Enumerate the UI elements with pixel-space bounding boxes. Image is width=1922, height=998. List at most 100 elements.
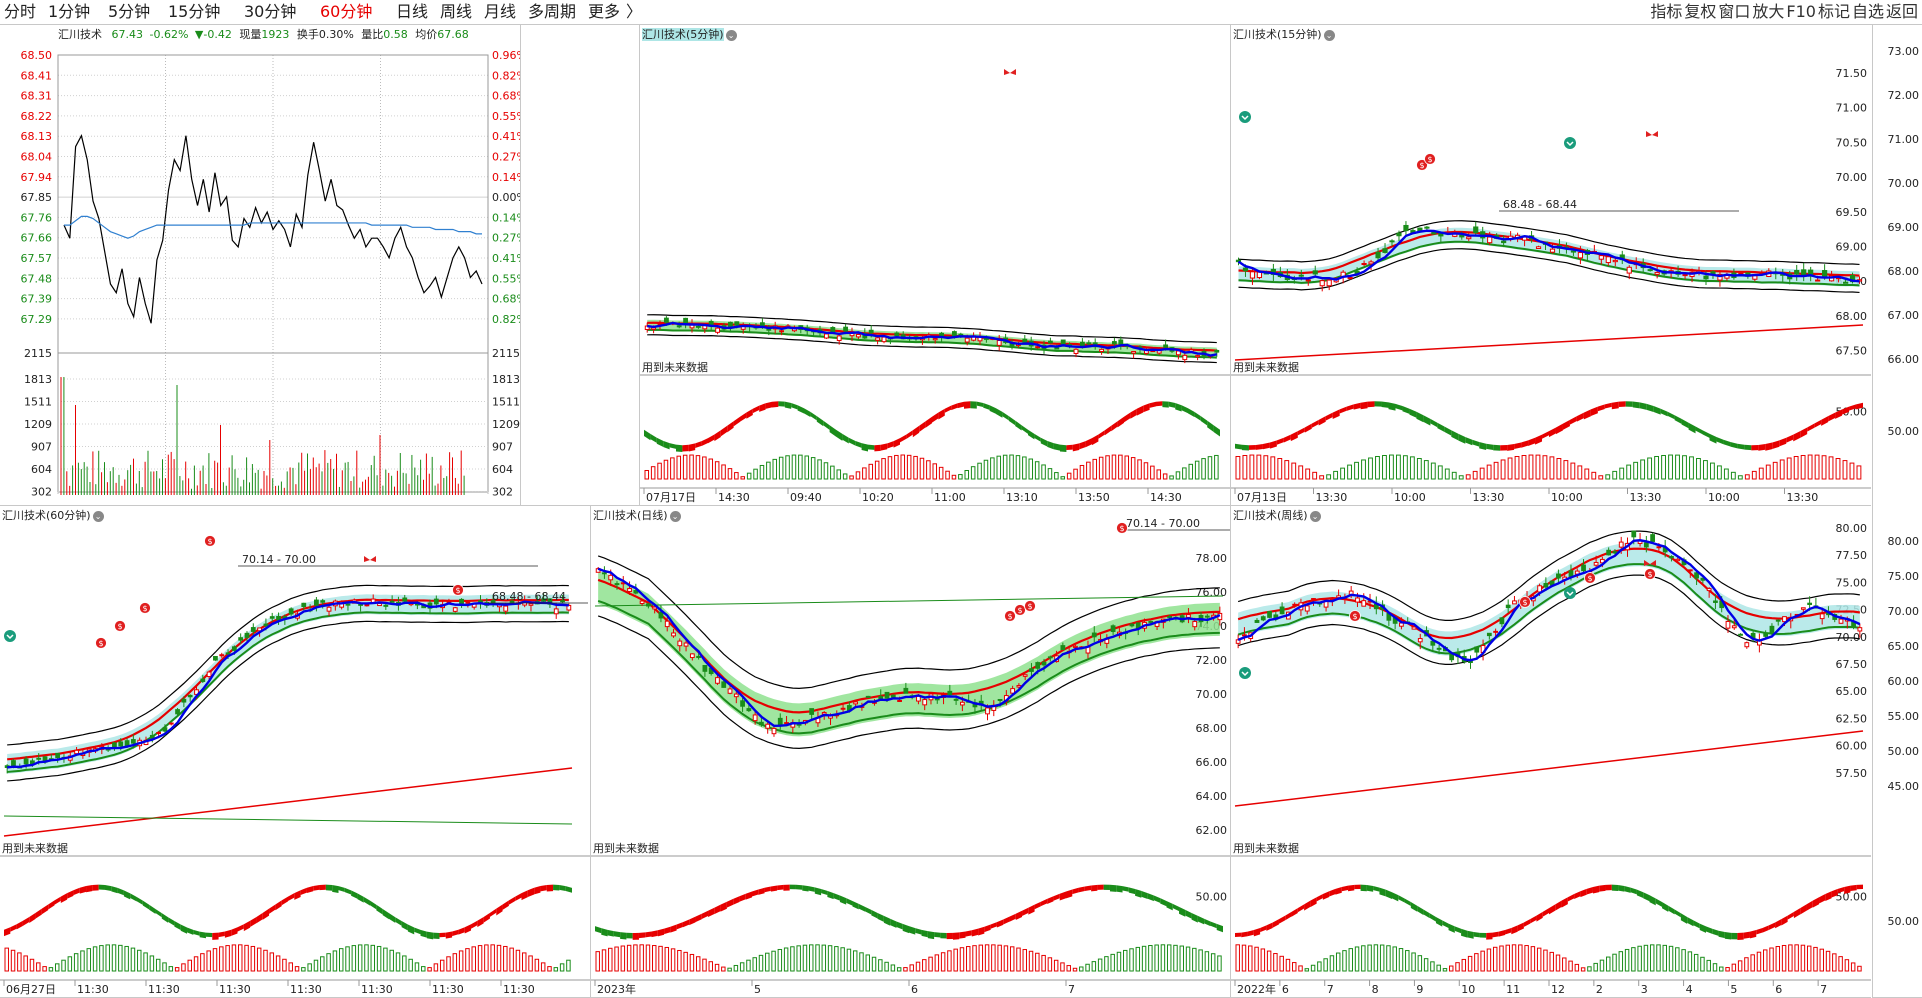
macd-wave-segment bbox=[1514, 442, 1522, 449]
toolbar-action-4[interactable]: F10 bbox=[1786, 2, 1816, 21]
period-tab-0[interactable]: 分时 bbox=[4, 2, 37, 21]
candle-body bbox=[689, 653, 695, 659]
toolbar-action-5[interactable]: 标记 bbox=[1817, 2, 1850, 21]
period-tab-6[interactable]: 日线 bbox=[396, 2, 429, 21]
macd-wave-segment bbox=[1574, 891, 1581, 900]
period-tab-8[interactable]: 月线 bbox=[484, 2, 517, 21]
intraday-panel[interactable]: 汇川技术 67.43 -0.62% ▼-0.42 现量1923 换手0.30% … bbox=[0, 25, 521, 506]
period-tab-4[interactable]: 30分钟 bbox=[244, 2, 297, 21]
macd-histogram-bar bbox=[1185, 946, 1191, 972]
macd-wave-segment bbox=[657, 928, 665, 937]
candle-body bbox=[759, 322, 765, 327]
candle-body bbox=[1267, 611, 1272, 618]
svg-text:$: $ bbox=[207, 537, 212, 546]
chart-5min[interactable]: 汇川技术(5分钟)⌄$$$$用到未来数据07月17日14:3009:4010:2… bbox=[640, 25, 1231, 506]
macd-histogram-bar bbox=[174, 967, 180, 972]
price-tick-label: 72.00 bbox=[1196, 654, 1228, 667]
chart-15min[interactable]: 汇川技术(15分钟) ⌄ 71.50 71.00 70.50 70.00 69.50 69.0… bbox=[1231, 25, 1871, 506]
toolbar-action-0[interactable]: 指标 bbox=[1650, 2, 1683, 21]
x-tick-label: 11:00 bbox=[934, 491, 966, 504]
toolbar-action-2[interactable]: 窗口 bbox=[1718, 2, 1751, 21]
macd-wave-segment bbox=[1241, 931, 1248, 938]
macd-histogram-bar bbox=[1542, 455, 1548, 480]
macd-wave-segment bbox=[1066, 889, 1073, 899]
panel-settings-icon[interactable]: ⌄ bbox=[92, 510, 104, 522]
macd-wave-segment bbox=[1028, 429, 1035, 440]
ma-blue-line bbox=[647, 321, 1218, 357]
period-tab-2[interactable]: 5分钟 bbox=[108, 2, 151, 21]
candlestick-chart[interactable]: 71.5071.0070.5070.0069.5069.0068.5068.00… bbox=[1231, 25, 1871, 505]
macd-histogram-bar bbox=[1794, 944, 1799, 972]
macd-histogram-bar bbox=[1536, 947, 1542, 972]
percent-tick-label: 0.41% bbox=[492, 130, 520, 143]
macd-wave-segment bbox=[1807, 423, 1815, 432]
macd-histogram-bar bbox=[1449, 965, 1454, 972]
panel-settings-icon[interactable]: ⌄ bbox=[725, 29, 737, 41]
chart-60min[interactable]: 汇川技术(60分钟) ⌄ 70.14 - 70.00 68.48 - 68.44 $ $ $… bbox=[0, 506, 591, 998]
panel-title[interactable]: 汇川技术(日线) ⌄ bbox=[593, 507, 681, 523]
macd-histogram-bar bbox=[515, 949, 521, 972]
macd-histogram-bar bbox=[414, 962, 420, 972]
macd-histogram-bar bbox=[1248, 945, 1253, 972]
toolbar-action-1[interactable]: 复权 bbox=[1684, 2, 1717, 21]
macd-histogram-bar bbox=[970, 466, 976, 480]
candlestick-chart[interactable]: 78.0076.0074.0072.0070.0068.0066.0064.00… bbox=[591, 506, 1230, 997]
more-chevron-icon[interactable]: 〉 bbox=[626, 2, 643, 21]
candle-body bbox=[1118, 339, 1124, 345]
intraday-chart[interactable]: 68.50 0.96% 68.41 0.82% 68.31 0.68% 68.22 0.55%… bbox=[0, 25, 521, 505]
panel-settings-icon[interactable]: ⌄ bbox=[1309, 510, 1321, 522]
toolbar-action-6[interactable]: 自选 bbox=[1851, 2, 1884, 21]
period-tab-9[interactable]: 多周期 bbox=[528, 2, 577, 21]
candle-body bbox=[1643, 542, 1649, 548]
period-tab-10[interactable]: 更多 bbox=[588, 2, 621, 21]
buy-signal-icon: $ bbox=[1014, 604, 1026, 616]
panel-title[interactable]: 汇川技术(5分钟) ⌄ bbox=[642, 26, 737, 42]
macd-wave-segment bbox=[1507, 444, 1515, 451]
macd-histogram-bar bbox=[1009, 454, 1014, 480]
macd-histogram-bar bbox=[4, 947, 9, 972]
panel-title[interactable]: 汇川技术(15分钟) ⌄ bbox=[1233, 26, 1335, 42]
candle-body bbox=[1182, 354, 1188, 361]
toolbar-action-7[interactable]: 返回 bbox=[1885, 2, 1918, 21]
macd-histogram-bar bbox=[1806, 945, 1812, 972]
macd-histogram-bar bbox=[1173, 944, 1178, 972]
macd-wave-segment bbox=[1632, 401, 1640, 409]
macd-histogram-bar bbox=[1028, 458, 1034, 480]
macd-wave-segment bbox=[906, 430, 913, 439]
macd-wave-segment bbox=[1850, 884, 1857, 892]
macd-wave-segment bbox=[1743, 931, 1750, 939]
macd-histogram-bar bbox=[206, 950, 211, 972]
macd-wave-segment bbox=[1781, 915, 1788, 926]
candlestick-chart[interactable]: 70.14 - 70.00 68.48 - 68.44 $ $ $ $ $ 用到未来数据 06月… bbox=[0, 506, 590, 997]
candle-body bbox=[997, 698, 1003, 701]
macd-wave-segment bbox=[695, 913, 702, 923]
panel-title[interactable]: 汇川技术(周线) ⌄ bbox=[1233, 507, 1321, 523]
panel-settings-icon[interactable]: ⌄ bbox=[1323, 29, 1335, 41]
chart-weekly[interactable]: 汇川技术(周线)⌄80.0077.5075.0072.5070.0067.506… bbox=[1231, 506, 1871, 998]
candle-body bbox=[1073, 645, 1078, 648]
macd-wave-segment bbox=[714, 430, 721, 442]
macd-wave-segment bbox=[644, 429, 651, 441]
panel-title[interactable]: 汇川技术(60分钟) ⌄ bbox=[2, 507, 104, 523]
macd-histogram-bar bbox=[1682, 455, 1687, 480]
macd-wave-segment bbox=[1128, 887, 1136, 895]
range-label: 68.48 - 68.44 bbox=[492, 590, 566, 603]
toolbar-action-3[interactable]: 放大 bbox=[1752, 2, 1785, 21]
macd-histogram-bar bbox=[1423, 460, 1429, 480]
macd-wave-segment bbox=[1693, 920, 1700, 929]
period-tab-3[interactable]: 15分钟 bbox=[168, 2, 221, 21]
macd-wave-segment bbox=[789, 884, 796, 890]
period-tab-1[interactable]: 1分钟 bbox=[48, 2, 91, 21]
candlestick-chart[interactable]: $$$$用到未来数据07月17日14:3009:4010:2011:0013:1… bbox=[640, 25, 1230, 505]
chart-daily[interactable]: 汇川技术(日线)⌄78.0076.0074.0072.0070.0068.006… bbox=[591, 506, 1231, 998]
macd-histogram-bar bbox=[1182, 467, 1187, 480]
macd-wave-segment bbox=[130, 893, 137, 902]
candle-body bbox=[1706, 588, 1712, 592]
panel-settings-icon[interactable]: ⌄ bbox=[669, 510, 681, 522]
macd-wave-segment bbox=[676, 922, 683, 930]
candlestick-chart[interactable]: 80.0077.5075.0072.5070.0067.5065.0062.50… bbox=[1231, 506, 1871, 997]
macd-histogram-bar bbox=[689, 454, 694, 480]
period-tab-7[interactable]: 周线 bbox=[440, 2, 473, 21]
macd-wave-segment bbox=[199, 931, 206, 939]
period-tab-5[interactable]: 60分钟 bbox=[320, 2, 373, 21]
